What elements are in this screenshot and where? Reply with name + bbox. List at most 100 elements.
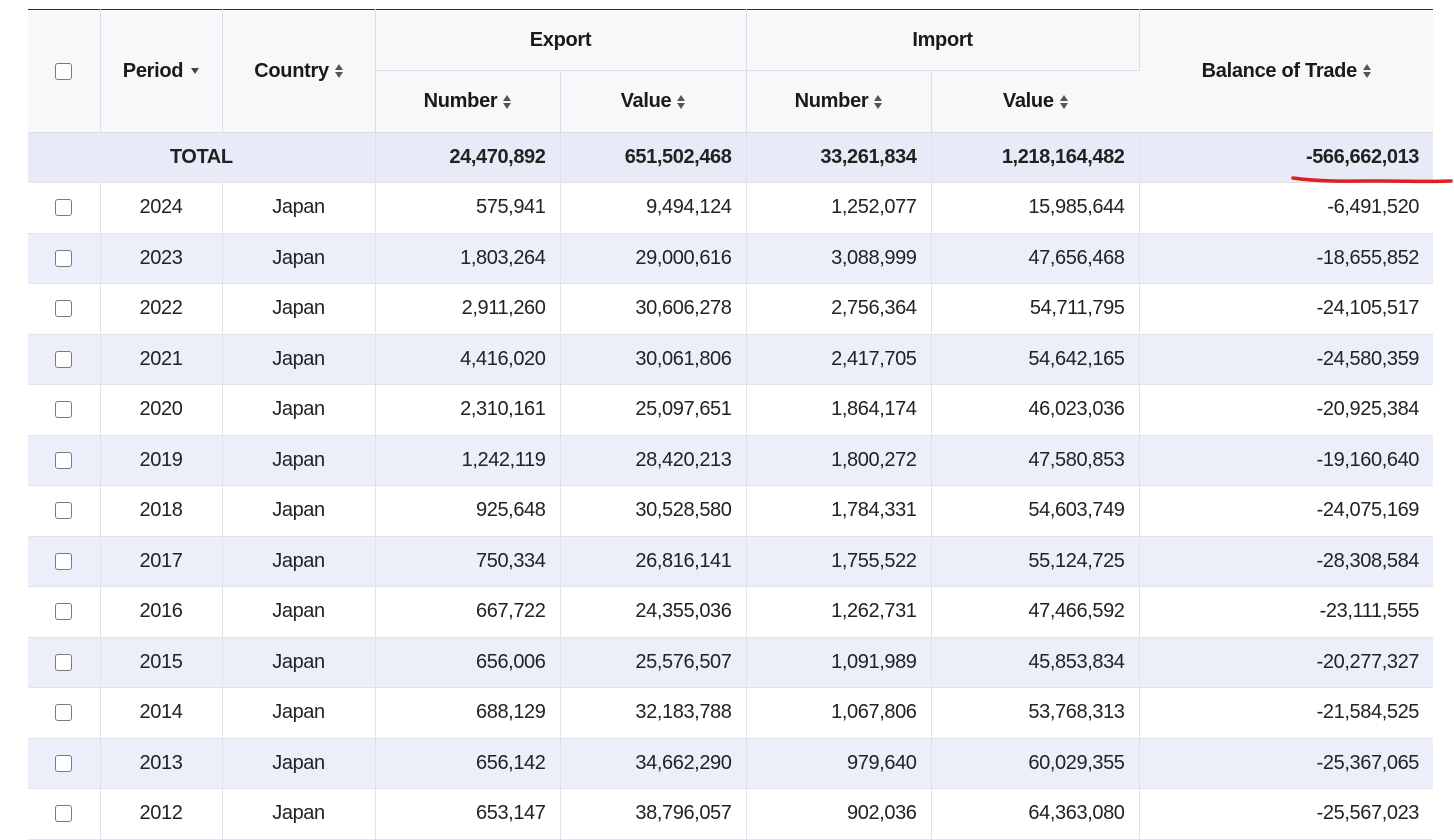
row-select-cell	[28, 485, 101, 537]
column-label: Period	[122, 59, 184, 82]
column-group-import: Import	[746, 9, 1140, 71]
cell-export-value: 30,606,278	[560, 283, 747, 335]
table-row[interactable]: 2019 Japan 1,242,119 28,420,213 1,800,272 47,…	[28, 435, 1434, 486]
cell-export-value: 34,662,290	[560, 738, 747, 789]
cell-export-value: 25,097,651	[560, 384, 747, 436]
cell-export-value: 30,061,806	[560, 334, 747, 385]
cell-export-value: 32,183,788	[560, 687, 747, 739]
table-row[interactable]: 2012 Japan 653,147 38,796,057 902,036 64,363,…	[28, 788, 1434, 840]
sort-icon[interactable]	[1362, 62, 1371, 80]
total-export-value: 651,502,468	[560, 132, 747, 183]
row-checkbox[interactable]	[55, 805, 73, 823]
table-row[interactable]: 2018 Japan 925,648 30,528,580 1,784,331 54,60…	[28, 485, 1434, 537]
cell-import-value: 15,985,644	[931, 182, 1140, 234]
row-checkbox[interactable]	[55, 401, 73, 419]
sort-icon[interactable]	[677, 93, 686, 111]
total-row: TOTAL 24,470,892 651,502,468 33,261,834 …	[28, 132, 1434, 183]
cell-country: Japan	[222, 738, 376, 789]
table-row[interactable]: 2024 Japan 575,941 9,494,124 1,252,077 15,985…	[28, 182, 1434, 234]
cell-balance: -21,584,525	[1139, 687, 1434, 739]
cell-balance: -24,105,517	[1139, 283, 1434, 335]
table-row[interactable]: 2022 Japan 2,911,260 30,606,278 2,756,364 54,…	[28, 283, 1434, 335]
sort-icon[interactable]	[503, 93, 512, 111]
row-checkbox[interactable]	[55, 754, 73, 772]
table-row[interactable]: 2020 Japan 2,310,161 25,097,651 1,864,174 46,…	[28, 384, 1434, 436]
cell-period: 2014	[100, 687, 223, 739]
column-header-import-value[interactable]: Value	[931, 70, 1140, 133]
cell-import-value: 45,853,834	[931, 637, 1140, 688]
column-header-balance[interactable]: Balance of Trade	[1139, 9, 1434, 133]
column-header-import-number[interactable]: Number	[746, 70, 932, 133]
cell-country: Japan	[222, 182, 376, 234]
row-checkbox[interactable]	[55, 451, 73, 469]
row-checkbox[interactable]	[55, 704, 73, 722]
cell-country: Japan	[222, 435, 376, 486]
row-select-cell	[28, 586, 101, 638]
table-row[interactable]: 2021 Japan 4,416,020 30,061,806 2,417,705 54,…	[28, 334, 1434, 385]
table-body: TOTAL 24,470,892 651,502,468 33,261,834 …	[28, 132, 1434, 840]
cell-import-value: 53,768,313	[931, 687, 1140, 739]
cell-country: Japan	[222, 536, 376, 587]
cell-import-value: 55,124,725	[931, 536, 1140, 587]
cell-balance: -25,367,065	[1139, 738, 1434, 789]
column-label: Balance of Trade	[1201, 59, 1358, 82]
row-checkbox[interactable]	[55, 603, 73, 621]
row-checkbox[interactable]	[55, 249, 73, 267]
table-row[interactable]: 2017 Japan 750,334 26,816,141 1,755,522 55,12…	[28, 536, 1434, 587]
cell-import-value: 47,656,468	[931, 233, 1140, 284]
total-balance: -566,662,013	[1139, 132, 1434, 183]
column-header-period[interactable]: Period	[100, 9, 223, 133]
row-checkbox[interactable]	[55, 552, 73, 570]
cell-import-number: 979,640	[746, 738, 932, 789]
sort-descending-icon[interactable]	[191, 68, 200, 75]
sort-icon[interactable]	[1059, 93, 1068, 111]
cell-import-number: 1,800,272	[746, 435, 932, 486]
row-select-cell	[28, 384, 101, 436]
column-header-export-number[interactable]: Number	[375, 70, 561, 133]
cell-balance: -20,925,384	[1139, 384, 1434, 436]
table-row[interactable]: 2016 Japan 667,722 24,355,036 1,262,731 47,46…	[28, 586, 1434, 638]
cell-country: Japan	[222, 485, 376, 537]
select-all-checkbox[interactable]	[55, 62, 73, 80]
cell-balance: -28,308,584	[1139, 536, 1434, 587]
cell-export-number: 2,911,260	[375, 283, 561, 335]
cell-balance: -18,655,852	[1139, 233, 1434, 284]
sort-icon[interactable]	[874, 93, 883, 111]
cell-country: Japan	[222, 586, 376, 638]
cell-export-number: 575,941	[375, 182, 561, 234]
row-checkbox[interactable]	[55, 199, 73, 217]
column-header-country[interactable]: Country	[222, 9, 376, 133]
cell-import-value: 54,711,795	[931, 283, 1140, 335]
table-row[interactable]: 2015 Japan 656,006 25,576,507 1,091,989 45,85…	[28, 637, 1434, 688]
cell-balance: -23,111,555	[1139, 586, 1434, 638]
row-checkbox[interactable]	[55, 350, 73, 368]
cell-export-value: 38,796,057	[560, 788, 747, 840]
row-select-cell	[28, 334, 101, 385]
red-underline-annotation	[1291, 176, 1453, 184]
cell-import-number: 3,088,999	[746, 233, 932, 284]
column-header-export-value[interactable]: Value	[560, 70, 747, 133]
table-row[interactable]: 2023 Japan 1,803,264 29,000,616 3,088,999 47,…	[28, 233, 1434, 284]
column-group-export: Export	[375, 9, 747, 71]
cell-export-number: 2,310,161	[375, 384, 561, 436]
cell-import-value: 60,029,355	[931, 738, 1140, 789]
cell-import-number: 1,864,174	[746, 384, 932, 436]
column-label: Number	[423, 90, 498, 112]
column-label: Number	[794, 90, 869, 112]
cell-export-number: 4,416,020	[375, 334, 561, 385]
cell-export-value: 30,528,580	[560, 485, 747, 537]
trade-table: Period Country Export Import Balance of …	[28, 9, 1434, 840]
sort-icon[interactable]	[334, 62, 343, 80]
cell-balance: -24,580,359	[1139, 334, 1434, 385]
row-checkbox[interactable]	[55, 653, 73, 671]
table-row[interactable]: 2013 Japan 656,142 34,662,290 979,640 60,029,…	[28, 738, 1434, 789]
total-label: TOTAL	[28, 132, 376, 183]
row-checkbox[interactable]	[55, 502, 73, 520]
cell-country: Japan	[222, 687, 376, 739]
row-checkbox[interactable]	[55, 300, 73, 318]
row-select-cell	[28, 435, 101, 486]
select-all-cell	[28, 9, 101, 133]
cell-import-number: 1,784,331	[746, 485, 932, 537]
table-row[interactable]: 2014 Japan 688,129 32,183,788 1,067,806 53,76…	[28, 687, 1434, 739]
row-select-cell	[28, 233, 101, 284]
